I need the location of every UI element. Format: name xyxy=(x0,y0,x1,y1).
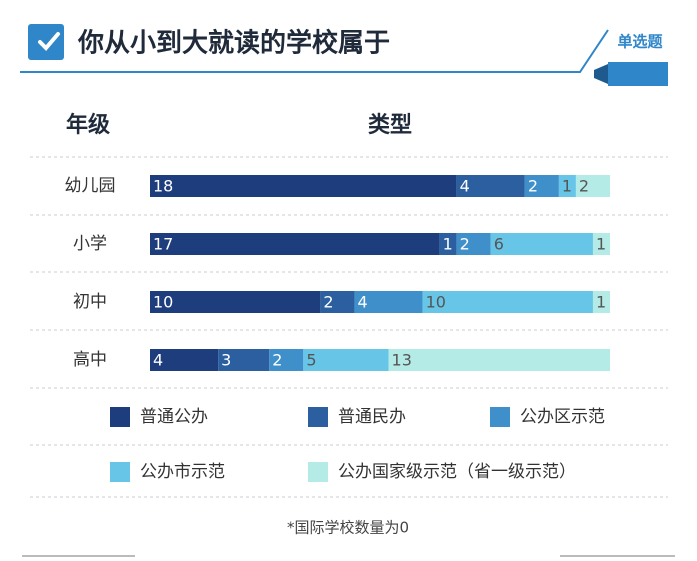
title-rule xyxy=(20,29,609,73)
legend-label: 普通民办 xyxy=(338,407,406,427)
bar-segment xyxy=(456,233,491,255)
bar-segment xyxy=(303,349,389,371)
bar-segment xyxy=(150,291,321,313)
legend-swatch xyxy=(308,407,328,427)
bar-segment xyxy=(218,349,270,371)
category-label: 初中 xyxy=(73,292,107,312)
bar-segment xyxy=(592,291,610,313)
legend-label: 公办区示范 xyxy=(520,407,605,427)
bar-segment xyxy=(150,349,219,371)
bar-segment xyxy=(439,233,457,255)
value-label: 2 xyxy=(528,177,538,196)
legend-swatch xyxy=(110,407,130,427)
value-label: 10 xyxy=(426,293,446,312)
legend-label: 公办市示范 xyxy=(140,462,225,482)
value-label: 5 xyxy=(306,351,316,370)
legend-label: 普通公办 xyxy=(140,407,208,427)
marker-tip xyxy=(594,64,608,84)
category-label: 小学 xyxy=(73,234,107,254)
bar-segment xyxy=(592,233,610,255)
legend-label: 公办国家级示范（省一级示范） xyxy=(338,462,576,482)
chart-title: 你从小到大就读的学校属于 xyxy=(77,28,390,59)
value-label: 3 xyxy=(221,351,231,370)
category-header: 年级 xyxy=(66,112,110,138)
bar-segment xyxy=(320,291,355,313)
legend-swatch xyxy=(490,407,510,427)
title-icon-check xyxy=(38,32,60,51)
bar-segment xyxy=(269,349,304,371)
tag: 单选题 xyxy=(617,33,663,51)
title-icon xyxy=(28,24,64,60)
value-label: 1 xyxy=(443,235,453,254)
value-label: 2 xyxy=(579,177,589,196)
value-label: 4 xyxy=(460,177,470,196)
marker-pen xyxy=(608,62,668,86)
bar-segment xyxy=(558,175,576,197)
category-label: 高中 xyxy=(73,350,107,370)
value-label: 13 xyxy=(392,351,412,370)
value-label: 2 xyxy=(272,351,282,370)
value-label: 18 xyxy=(153,177,173,196)
legend-swatch xyxy=(308,462,328,482)
bar-segment xyxy=(150,233,440,255)
value-label: 4 xyxy=(357,293,367,312)
bar-segment xyxy=(524,175,559,197)
value-label: 10 xyxy=(153,293,173,312)
bar-segment xyxy=(150,175,457,197)
value-label: 1 xyxy=(596,293,606,312)
category-label: 幼儿园 xyxy=(65,176,116,196)
value-label: 2 xyxy=(460,235,470,254)
bar-segment xyxy=(490,233,593,255)
value-label: 4 xyxy=(153,351,163,370)
bar-segment xyxy=(575,175,610,197)
series-header: 类型 xyxy=(368,113,412,138)
bar-segment xyxy=(354,291,423,313)
value-label: 2 xyxy=(323,293,333,312)
note: *国际学校数量为0 xyxy=(287,519,409,537)
bar-segment xyxy=(456,175,525,197)
value-label: 1 xyxy=(562,177,572,196)
legend-swatch xyxy=(110,462,130,482)
bar-segment xyxy=(388,349,610,371)
value-label: 1 xyxy=(596,235,606,254)
value-label: 6 xyxy=(494,235,504,254)
value-label: 17 xyxy=(153,235,173,254)
bar-segment xyxy=(422,291,593,313)
